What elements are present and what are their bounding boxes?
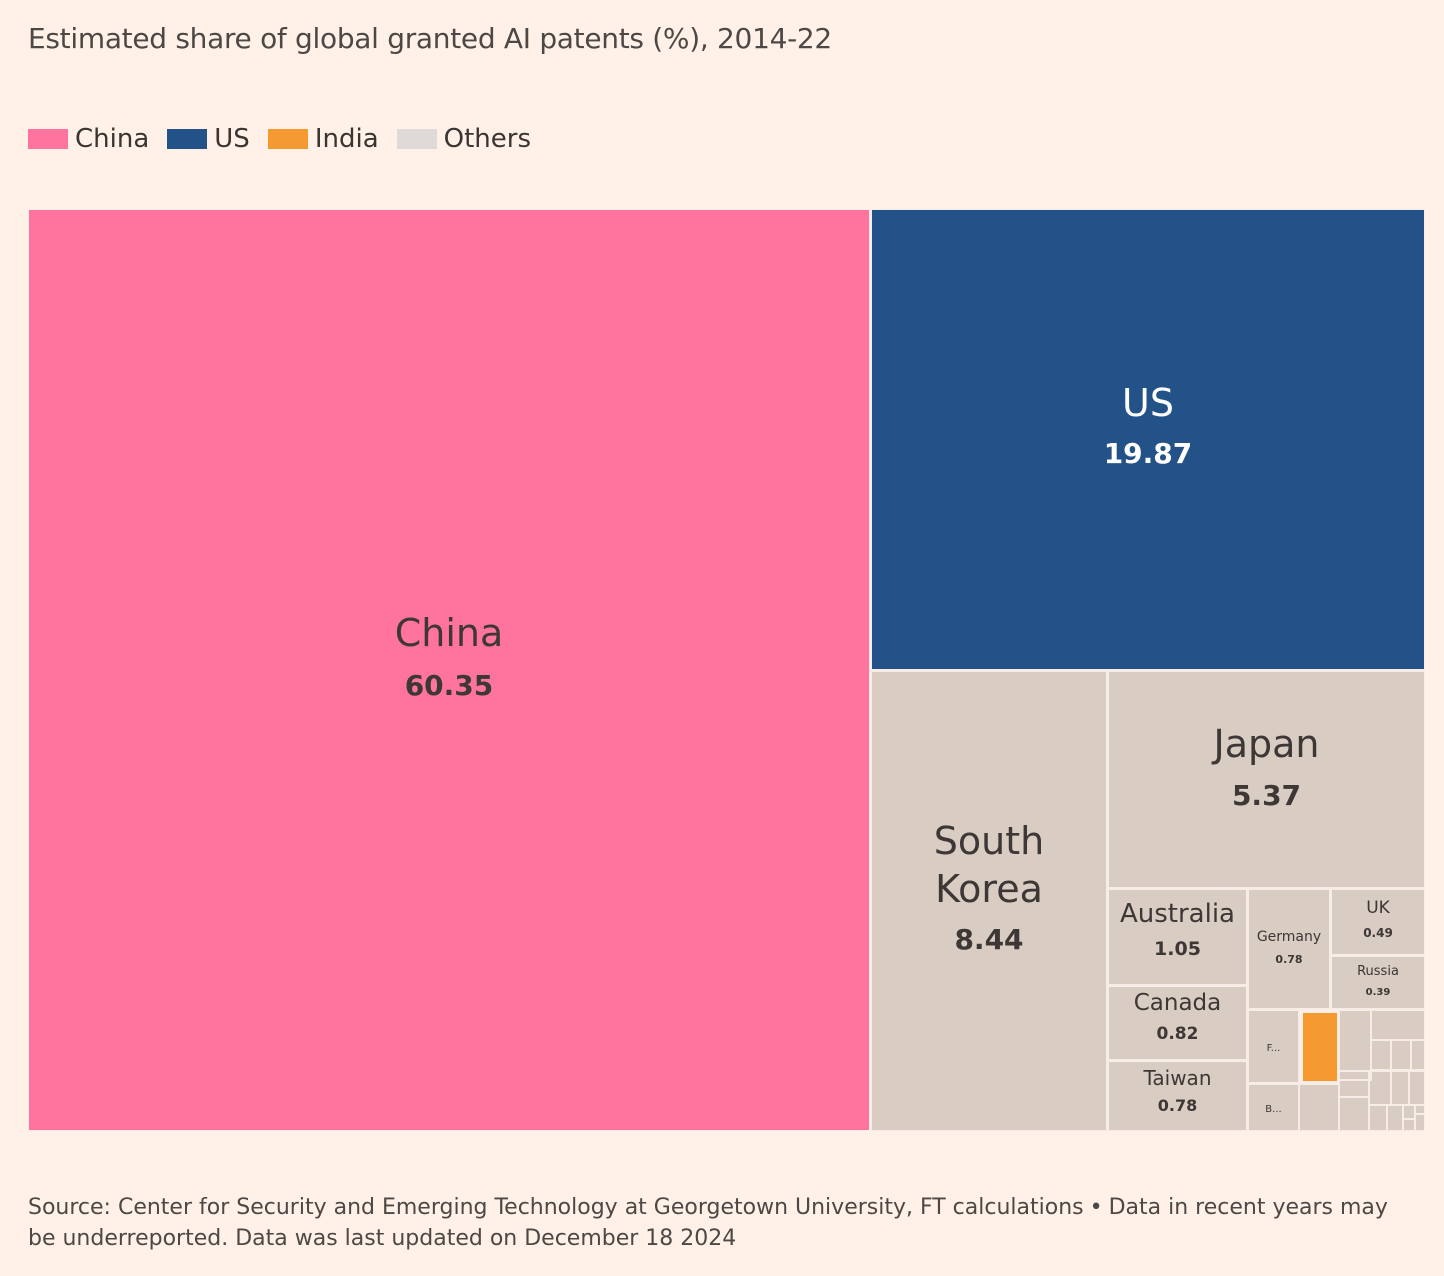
cell-other-small — [1415, 1114, 1425, 1131]
value-germany: 0.78 — [1275, 953, 1302, 966]
label-f: F... — [1267, 1043, 1281, 1054]
label-b: B... — [1265, 1104, 1281, 1115]
cell-germany — [1248, 889, 1330, 1009]
cell-f — [1248, 1010, 1299, 1083]
cell-other-small — [1411, 1040, 1425, 1070]
legend-swatch-china — [28, 129, 68, 149]
cell-japan — [1108, 671, 1425, 888]
legend-item-others: Others — [396, 124, 532, 154]
value-us: 19.87 — [1104, 437, 1193, 470]
cell-uk — [1331, 889, 1425, 955]
cell-china — [28, 209, 870, 1131]
value-south-korea: 8.44 — [954, 923, 1023, 956]
label-australia: Australia — [1120, 899, 1235, 929]
cell-us — [871, 209, 1425, 670]
cell-borders — [28, 209, 1425, 1131]
label-china: China — [395, 611, 504, 655]
legend-item-us: US — [167, 124, 250, 154]
chart-title: Estimated share of global granted AI pat… — [28, 22, 832, 55]
legend-item-china: China — [28, 124, 149, 154]
legend-label-india: India — [314, 124, 379, 154]
label-taiwan: Taiwan — [1142, 1066, 1211, 1090]
value-australia: 1.05 — [1154, 938, 1201, 960]
cell-taiwan — [1108, 1061, 1247, 1131]
legend-label-others: Others — [443, 124, 532, 154]
label-japan: Japan — [1212, 722, 1320, 766]
label-south-korea: South — [934, 819, 1044, 863]
cell-border — [1301, 1011, 1339, 1083]
legend-label-us: US — [214, 124, 250, 154]
cell-b — [1248, 1084, 1299, 1131]
label-russia: Russia — [1357, 964, 1399, 979]
label-south-korea: Korea — [935, 867, 1043, 911]
cell-other-small — [1371, 1040, 1391, 1070]
note-text: Data in recent years may be underreporte… — [28, 1195, 1388, 1251]
cell-other-small — [1391, 1040, 1411, 1070]
cell-russia — [1331, 956, 1425, 1009]
value-japan: 5.37 — [1232, 779, 1301, 812]
cell-other-small — [1369, 1071, 1391, 1105]
legend: China US India Others — [28, 124, 549, 154]
cell-south-korea — [871, 671, 1107, 1131]
value-china: 60.35 — [405, 669, 494, 702]
legend-swatch-others — [396, 129, 437, 149]
value-russia: 0.39 — [1366, 987, 1391, 998]
cell-other-small — [1299, 1084, 1339, 1131]
label-uk: UK — [1366, 898, 1390, 918]
cell-other-small — [1369, 1105, 1387, 1131]
value-canada: 0.82 — [1157, 1024, 1199, 1044]
cell-other-small — [1391, 1071, 1409, 1105]
footnote: Source: Center for Security and Emerging… — [28, 1192, 1408, 1254]
label-germany: Germany — [1257, 929, 1321, 945]
cell-other-small — [1409, 1071, 1425, 1105]
cell-border — [1338, 1096, 1370, 1131]
cell-australia — [1108, 889, 1247, 985]
source-text: Source: Center for Security and Emerging… — [28, 1195, 1084, 1220]
cell-border — [1402, 1118, 1416, 1131]
cell-other-small — [1387, 1105, 1403, 1131]
legend-label-china: China — [75, 124, 150, 154]
cell-other-small — [1339, 1010, 1371, 1080]
legend-swatch-us — [167, 129, 208, 149]
cell-india — [1302, 1012, 1338, 1082]
label-canada: Canada — [1134, 990, 1222, 1016]
value-uk: 0.49 — [1363, 926, 1393, 940]
label-us: US — [1122, 381, 1174, 425]
cell-other-small — [1403, 1119, 1415, 1131]
value-taiwan: 0.78 — [1158, 1096, 1197, 1115]
cell-other-small — [1371, 1010, 1425, 1040]
legend-item-india: India — [267, 124, 379, 154]
cell-other-small — [1339, 1097, 1369, 1131]
footnote-separator: • — [1089, 1195, 1103, 1220]
legend-swatch-india — [267, 129, 308, 149]
cell-canada — [1108, 986, 1247, 1060]
